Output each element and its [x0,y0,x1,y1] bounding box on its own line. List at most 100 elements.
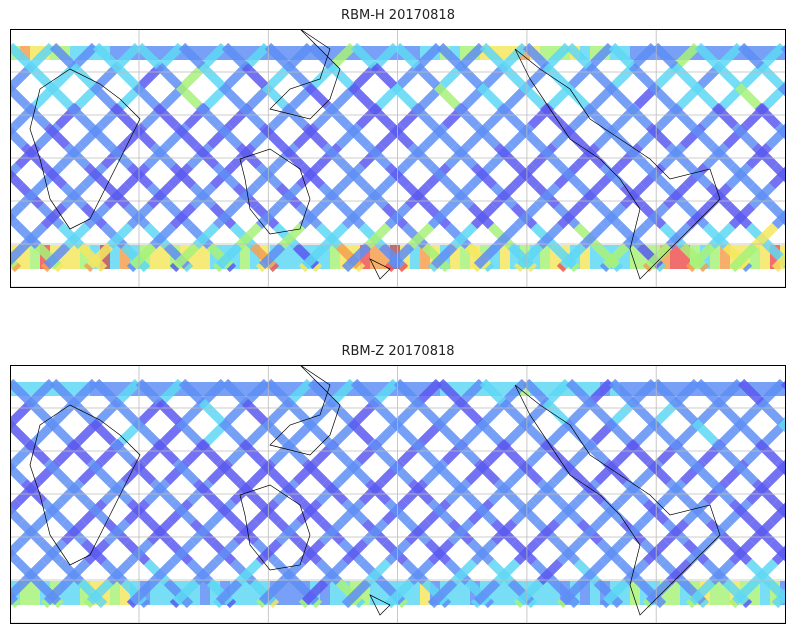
orbit-track-segment [757,398,785,426]
swath-cell [620,245,630,269]
orbit-track-segment [656,598,667,609]
orbit-track-segment [215,458,243,486]
orbit-track-segment [28,378,56,406]
orbit-track-segment [699,598,710,609]
swath-cell [160,245,170,269]
orbit-track-segment [665,478,693,506]
swath-cell [30,581,40,605]
orbit-track-segment [585,62,613,90]
orbit-track-segment [527,262,538,273]
orbit-track-segment [625,438,653,466]
swath-cell [720,581,730,605]
swath-cell [450,46,460,60]
orbit-track-segment [89,418,117,446]
swath-cell [680,245,690,269]
orbit-track-segment [106,222,134,250]
orbit-track-segment [10,547,22,566]
orbit-track-segment [226,262,237,273]
orbit-track-segment [427,498,455,526]
orbit-track-segment [28,42,56,70]
orbit-track-segment [23,102,51,130]
orbit-track-segment [671,398,699,426]
orbit-track-segment [473,578,501,606]
orbit-track-segment [243,378,271,406]
orbit-track-segment [255,498,283,526]
swath-cell [650,46,660,60]
orbit-track-segment [556,262,567,273]
orbit-track-segment [645,242,673,270]
orbit-track-segment [327,398,355,426]
orbit-track-segment [599,202,627,230]
orbit-track-segment [651,42,679,70]
orbit-track-segment [281,102,309,130]
swath-cell [240,245,250,269]
orbit-track-segment [126,202,154,230]
coastline [369,594,391,616]
orbit-track-segment [544,378,572,406]
orbit-track-segment [516,578,544,606]
swath-cell [220,46,230,60]
orbit-track-segment [43,122,71,150]
swath-cell [320,581,330,605]
orbit-track-segment [728,598,739,609]
orbit-track-segment [20,558,48,586]
swath-cell [370,245,380,269]
map-frame [10,365,786,624]
orbit-track-segment [556,538,584,566]
swath-cell [410,581,420,605]
orbit-track-segment [777,418,786,434]
orbit-track-segment [754,438,782,466]
swath-cell [290,382,300,396]
orbit-track-segment [605,418,633,446]
orbit-track-segment [301,458,329,486]
orbit-track-segment [602,242,630,270]
orbit-track-segment [516,458,544,486]
orbit-track-segment [298,162,326,190]
orbit-track-segment [189,182,217,210]
orbit-track-segment [436,42,464,70]
orbit-track-segment [427,538,455,566]
orbit-track-segment [685,202,713,230]
orbit-track-segment [499,398,527,426]
orbit-track-segment [470,262,481,273]
orbit-track-segment [183,598,194,609]
orbit-track-segment [321,558,349,586]
orbit-track-segment [673,42,701,70]
orbit-track-segment [169,498,197,526]
orbit-track-segment [685,538,713,566]
orbit-track-segment [559,458,587,486]
orbit-track-segment [321,478,349,506]
orbit-track-segment [404,182,432,210]
orbit-track-segment [341,538,369,566]
orbit-track-segment [364,222,392,250]
orbit-track-segment [324,102,352,130]
orbit-track-segment [329,42,357,70]
orbit-track-segment [665,142,693,170]
orbit-track-segment [43,578,71,606]
swath-cell [450,581,460,605]
swath-cell [330,382,340,396]
orbit-track-segment [192,142,220,170]
orbit-track-segment [430,578,458,606]
orbit-track-segment [542,62,570,90]
swath-cell [750,581,760,605]
orbit-track-segment [129,458,157,486]
orbit-track-segment [533,518,561,546]
orbit-track-segment [673,378,701,406]
swath-cell [120,245,130,269]
orbit-track-segment [536,142,564,170]
orbit-track-segment [602,578,630,606]
swath-cell [380,245,390,269]
orbit-track-segment [427,598,438,609]
swath-cell [490,581,500,605]
swath-cell [650,382,660,396]
orbit-track-segment [651,378,679,406]
orbit-track-segment [694,42,722,70]
swath-cell [240,382,250,396]
swath-cell [580,382,590,396]
orbit-track-segment [685,598,696,609]
orbit-track-segment [329,378,357,406]
orbit-track-segment [49,42,77,70]
swath-layer [10,378,786,609]
orbit-track-segment [60,518,88,546]
